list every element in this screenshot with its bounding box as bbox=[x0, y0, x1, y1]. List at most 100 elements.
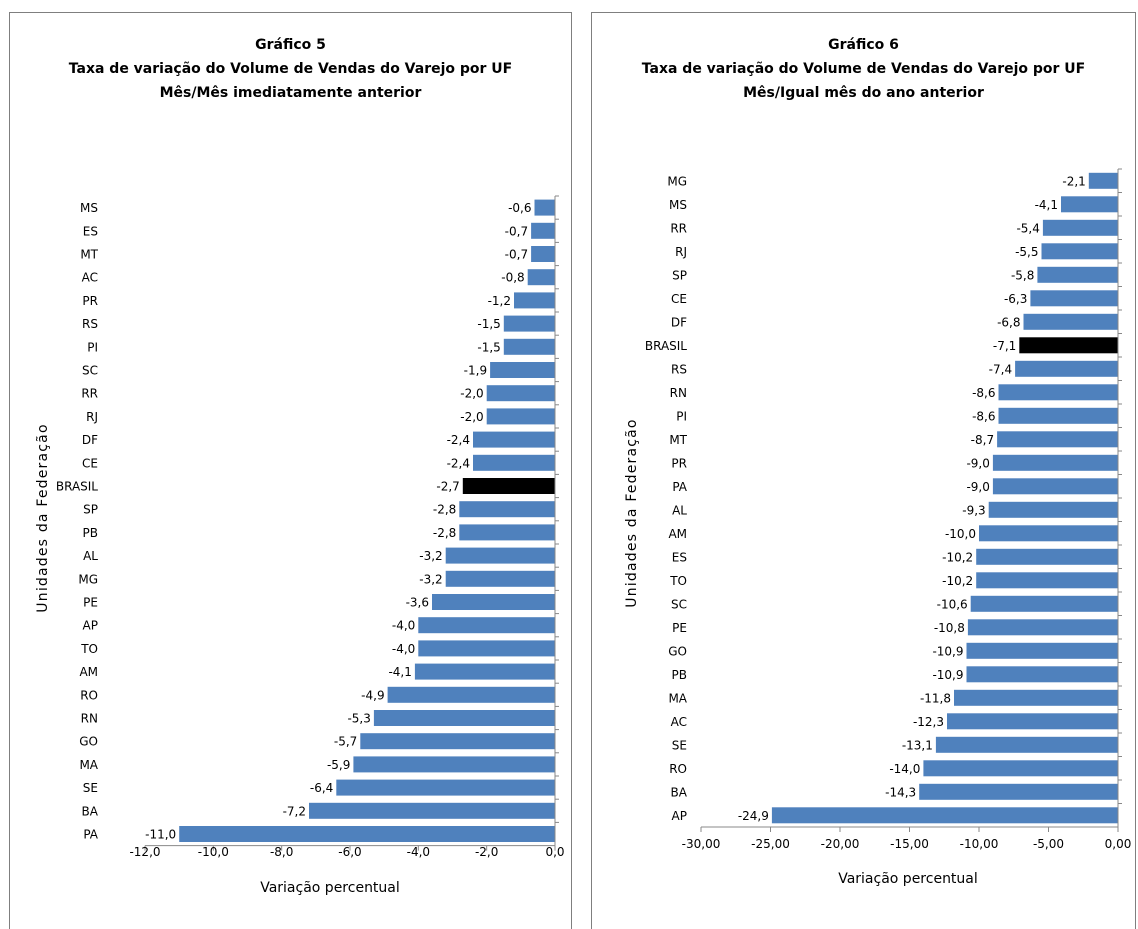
bar-pb bbox=[459, 524, 555, 541]
value-label: -5,5 bbox=[1015, 245, 1038, 259]
category-label-al: AL bbox=[83, 549, 98, 563]
value-label: -9,3 bbox=[962, 503, 985, 517]
value-label: -1,5 bbox=[477, 340, 500, 354]
category-label-ma: MA bbox=[668, 691, 687, 705]
bar-pe bbox=[967, 619, 1118, 636]
category-label-sp: SP bbox=[83, 503, 98, 517]
bar-ma bbox=[353, 756, 555, 773]
category-label-ms: MS bbox=[80, 201, 98, 215]
category-label-se: SE bbox=[83, 781, 98, 795]
bar-ap bbox=[418, 617, 555, 634]
bar-am bbox=[979, 525, 1118, 542]
category-label-pa: PA bbox=[83, 828, 98, 842]
bar-pa bbox=[992, 478, 1118, 495]
value-label: -7,1 bbox=[993, 339, 1016, 353]
bar-rs bbox=[503, 315, 556, 332]
category-label-pr: PR bbox=[671, 456, 687, 470]
value-label: -7,2 bbox=[283, 804, 306, 818]
category-label-pb: PB bbox=[672, 668, 687, 682]
category-label-sc: SC bbox=[671, 597, 687, 611]
category-label-pi: PI bbox=[676, 409, 687, 423]
bar-pa bbox=[179, 826, 555, 842]
value-label: -4,9 bbox=[361, 688, 384, 702]
value-label: -10,9 bbox=[932, 644, 963, 658]
bar-ac bbox=[947, 713, 1118, 730]
category-label-es: ES bbox=[83, 224, 98, 238]
bar-sc bbox=[490, 362, 555, 378]
category-label-ro: RO bbox=[669, 762, 687, 776]
x-tick-label: -2,0 bbox=[475, 845, 498, 859]
chart-subtitle-line-1: Taxa de variação do Volume de Vendas do … bbox=[68, 61, 513, 77]
value-label: -12,3 bbox=[913, 715, 944, 729]
bar-rn bbox=[373, 710, 555, 726]
bar-ms bbox=[534, 199, 555, 216]
bar-ba bbox=[919, 783, 1118, 800]
bar-pi bbox=[503, 338, 556, 355]
category-label-rj: RJ bbox=[675, 245, 687, 259]
y-axis-title: Unidades da Federação bbox=[35, 423, 51, 612]
x-tick-label: 0,0 bbox=[545, 845, 564, 859]
bar-es bbox=[531, 222, 555, 239]
value-label: -0,7 bbox=[505, 224, 528, 238]
category-label-ms: MS bbox=[669, 198, 687, 212]
value-label: -2,1 bbox=[1062, 174, 1085, 188]
value-label: -14,3 bbox=[885, 785, 916, 799]
category-label-mg: MG bbox=[78, 572, 98, 586]
x-tick-label: -20,00 bbox=[821, 837, 860, 851]
bar-rj bbox=[486, 408, 555, 425]
bar-ro bbox=[923, 760, 1118, 777]
bar-to bbox=[418, 640, 555, 657]
category-label-ba: BA bbox=[671, 785, 688, 799]
category-label-ce: CE bbox=[82, 456, 98, 470]
bar-rs bbox=[1015, 360, 1118, 377]
bar-ma bbox=[954, 689, 1118, 706]
value-label: -5,3 bbox=[347, 712, 370, 726]
category-label-mt: MT bbox=[669, 433, 687, 447]
value-label: -8,6 bbox=[972, 386, 995, 400]
value-label: -1,5 bbox=[477, 317, 500, 331]
value-label: -6,8 bbox=[997, 315, 1020, 329]
bar-ms bbox=[1061, 196, 1118, 213]
value-label: -24,9 bbox=[738, 809, 769, 823]
bar-se bbox=[336, 779, 555, 796]
category-label-ac: AC bbox=[671, 715, 687, 729]
bar-go bbox=[360, 733, 556, 750]
value-label: -5,4 bbox=[1016, 221, 1039, 235]
value-label: -4,1 bbox=[388, 665, 411, 679]
x-tick-label: -8,0 bbox=[270, 845, 293, 859]
value-label: -10,2 bbox=[942, 574, 973, 588]
x-tick-label: -25,00 bbox=[751, 837, 790, 851]
value-label: -2,4 bbox=[447, 433, 470, 447]
x-axis-title: Variação percentual bbox=[838, 871, 978, 887]
category-label-go: GO bbox=[79, 735, 98, 749]
bar-rn bbox=[998, 384, 1118, 401]
category-label-pr: PR bbox=[82, 294, 98, 308]
x-tick-label: -6,0 bbox=[338, 845, 361, 859]
bar-al bbox=[445, 547, 555, 564]
value-label: -10,9 bbox=[932, 668, 963, 682]
category-label-ba: BA bbox=[82, 804, 99, 818]
value-label: -2,7 bbox=[436, 480, 459, 494]
value-label: -9,0 bbox=[966, 456, 989, 470]
x-tick-label: -10,0 bbox=[198, 845, 229, 859]
category-label-rs: RS bbox=[82, 317, 98, 331]
bar-se bbox=[935, 736, 1118, 753]
value-label: -5,7 bbox=[334, 735, 357, 749]
category-label-ac: AC bbox=[82, 271, 98, 285]
category-label-to: TO bbox=[80, 642, 98, 656]
category-label-rn: RN bbox=[670, 386, 687, 400]
value-label: -10,8 bbox=[934, 621, 965, 635]
value-label: -11,8 bbox=[920, 691, 951, 705]
bar-rj bbox=[1041, 243, 1118, 260]
x-tick-label: -5,00 bbox=[1033, 837, 1064, 851]
category-label-ap: AP bbox=[672, 809, 687, 823]
category-label-sc: SC bbox=[82, 364, 98, 378]
chart-subtitle-line-1: Taxa de variação do Volume de Vendas do … bbox=[641, 61, 1086, 77]
x-tick-label: 0,00 bbox=[1105, 837, 1132, 851]
bar-ce bbox=[1030, 290, 1118, 307]
value-label: -0,8 bbox=[501, 271, 524, 285]
category-label-am: AM bbox=[79, 665, 98, 679]
value-label: -11,0 bbox=[145, 828, 176, 842]
bar-mt bbox=[531, 246, 555, 262]
